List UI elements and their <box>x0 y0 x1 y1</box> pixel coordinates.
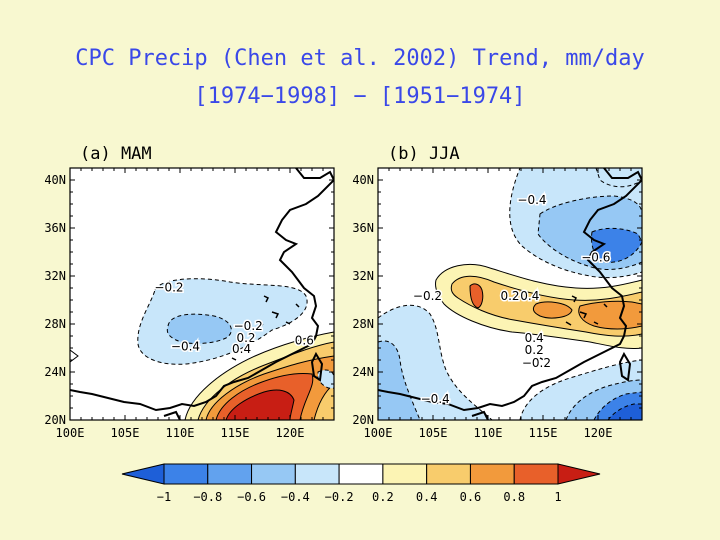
x-tick-label: 105E <box>419 426 448 440</box>
colorbar-segment <box>163 463 209 485</box>
colorbar-tick-label: 0.8 <box>503 490 525 504</box>
jja-neg06-north <box>591 227 642 263</box>
jja-neg04-sw <box>378 340 421 420</box>
colorbar-segment <box>294 463 340 485</box>
colorbar-segment <box>121 463 165 485</box>
colorbar-tick-label: 0.6 <box>460 490 482 504</box>
x-tick-label: 120E <box>584 426 613 440</box>
panel-a-contour-labels: −0.2 −0.2 −0.4 0.20.4 0.6 <box>153 279 315 357</box>
jja-coastline <box>378 168 642 412</box>
mam-pos10-region <box>225 389 295 420</box>
colorbar-tick-label: −0.6 <box>237 490 266 504</box>
contour-label: 0.4 <box>525 331 544 345</box>
y-tick-label: 20N <box>44 413 66 427</box>
panel-a-contours <box>70 168 334 420</box>
contour-label: 0.4 <box>520 289 539 303</box>
contour-label: −0.2 <box>154 281 183 295</box>
y-tick-label: 32N <box>44 269 66 283</box>
y-tick-label: 20N <box>352 413 374 427</box>
mam-island-hainan <box>163 410 181 420</box>
x-tick-label: 105E <box>111 426 140 440</box>
x-tick-label: 120E <box>276 426 305 440</box>
jja-pos06-blob <box>532 301 573 319</box>
contour-label: 0.2 <box>236 331 255 345</box>
x-tick-label: 115E <box>529 426 558 440</box>
mam-neg04-region <box>166 313 232 344</box>
colorbar-tick-label: 0.2 <box>372 490 394 504</box>
contour-label: −0.2 <box>413 289 442 303</box>
colorbar-tick-label: 0.4 <box>416 490 438 504</box>
jja-pos08-blob <box>469 283 484 309</box>
colorbar-segment <box>557 463 601 485</box>
mam-lakes <box>231 295 300 361</box>
contour-label: 0.6 <box>295 333 314 347</box>
panel-b-label: (b) JJA <box>388 144 460 164</box>
colorbar-segment <box>338 463 384 485</box>
y-tick-label: 24N <box>352 365 374 379</box>
mam-left-diamond <box>70 349 79 363</box>
colorbar-segment <box>382 463 428 485</box>
x-tick-label: 115E <box>221 426 250 440</box>
y-tick-label: 24N <box>44 365 66 379</box>
colorbar-segment <box>426 463 471 485</box>
contour-label: 0.2 <box>525 343 544 357</box>
y-tick-label: 28N <box>44 317 66 331</box>
contour-label: −0.2 <box>522 356 551 370</box>
colorbar-segment <box>207 463 253 485</box>
x-tick-label: 100E <box>56 426 85 440</box>
jja-lakes <box>539 295 608 361</box>
chart-subtitle: [1974−1998] − [1951−1974] <box>194 84 526 109</box>
contour-label: 0.4 <box>232 342 251 356</box>
colorbar-segment <box>251 463 296 485</box>
colorbar-tick-label: −0.4 <box>281 490 310 504</box>
chart-title: CPC Precip (Chen et al. 2002) Trend, mm/… <box>75 46 645 71</box>
colorbar: −1 −0.8 −0.6 −0.4 −0.2 0.2 0.4 0.6 0.8 1 <box>121 463 601 504</box>
mam-island-taiwan <box>310 351 324 382</box>
colorbar-tick-label: −0.8 <box>193 490 222 504</box>
panel-b-map: −0.4−0.6−0.2 0.2 0.40.40.2−0.2−0.4 40N36N3… <box>352 167 643 440</box>
contour-label: −0.2 <box>234 319 263 333</box>
colorbar-segment <box>513 463 559 485</box>
colorbar-tick-label: −0.2 <box>325 490 354 504</box>
mam-neg-blob <box>317 369 334 389</box>
x-tick-label: 100E <box>364 426 393 440</box>
y-tick-label: 36N <box>44 221 66 235</box>
y-tick-label: 36N <box>352 221 374 235</box>
panel-a-map: −0.2 −0.2 −0.4 0.20.4 0.6 40N 36N 32N 28N 24N 20N… <box>44 167 335 440</box>
x-tick-label: 110E <box>474 426 503 440</box>
colorbar-segment <box>469 463 515 485</box>
jja-island-hainan <box>471 410 489 420</box>
contour-label: −0.4 <box>171 339 200 353</box>
mam-coastline <box>70 168 334 412</box>
panel-b-contour-labels: −0.4−0.6−0.2 0.2 0.40.40.2−0.2−0.4 <box>411 192 611 408</box>
contour-label: −0.6 <box>581 251 610 265</box>
contour-label: −0.4 <box>517 193 546 207</box>
jja-neg08-south <box>607 403 642 420</box>
y-tick-label: 40N <box>44 173 66 187</box>
x-tick-label: 110E <box>166 426 195 440</box>
jja-island-taiwan <box>618 351 632 382</box>
contour-label: −0.4 <box>421 392 450 406</box>
y-tick-label: 32N <box>352 269 374 283</box>
panel-b-contours <box>378 168 642 420</box>
y-tick-label: 28N <box>352 317 374 331</box>
contour-label: 0.2 <box>500 289 519 303</box>
colorbar-tick-label: −1 <box>157 490 171 504</box>
colorbar-tick-label: 1 <box>554 490 561 504</box>
panel-a-label: (a) MAM <box>80 144 152 164</box>
y-tick-label: 40N <box>352 173 374 187</box>
